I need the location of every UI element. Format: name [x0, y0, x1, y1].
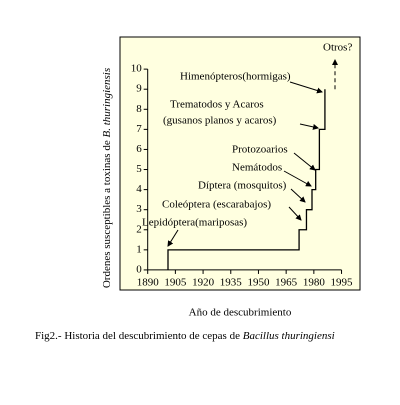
annotation-arrow — [283, 170, 312, 187]
step-line — [167, 89, 326, 270]
y-tick-label: 0 — [136, 263, 142, 275]
x-tick-label: 1890 — [137, 276, 160, 288]
annotation: Coleóptera (escarabajos) — [162, 199, 271, 211]
y-tick-label: 4 — [136, 183, 142, 195]
x-tick-label: 1995 — [331, 276, 354, 288]
x-axis-label: Año de descubrimiento — [189, 307, 292, 319]
y-tick-label: 6 — [136, 143, 142, 155]
annotation-arrow — [167, 229, 179, 247]
annotation-arrow — [290, 188, 306, 203]
annotation-arrow — [293, 152, 316, 171]
y-tick-label: 5 — [136, 163, 142, 175]
y-axis-label: Ordenes susceptibles a toxinas de B. thu… — [101, 68, 113, 288]
y-tick-label: 10 — [131, 63, 143, 75]
y-label-part: Ordenes susceptibles a toxinas de — [101, 138, 113, 289]
x-tick-label: 1950 — [247, 276, 270, 288]
annotation: (gusanos planos y acaros) — [163, 115, 277, 127]
annotation-arrow — [289, 81, 323, 94]
x-tick-label: 1935 — [220, 276, 243, 288]
caption: Fig2.- Historia del descubrimiento de ce… — [35, 330, 335, 342]
y-tick-label: 8 — [136, 103, 142, 115]
annotation: Trematodos y Acaros — [170, 99, 264, 111]
annotation-arrow — [288, 206, 302, 221]
caption-part: Bacillus thuringiensi — [243, 330, 335, 342]
x-tick-label: 1965 — [275, 276, 298, 288]
x-tick-label: 1905 — [164, 276, 187, 288]
annotation: Nemátodos — [232, 162, 282, 174]
y-tick-label: 9 — [136, 83, 142, 95]
y-tick-label: 1 — [136, 243, 142, 255]
annotation: Díptera (mosquitos) — [198, 180, 287, 192]
y-tick-label: 3 — [136, 203, 142, 215]
annotation: Otros? — [323, 42, 352, 54]
x-tick-label: 1980 — [303, 276, 326, 288]
annotation: Protozoarios — [232, 144, 288, 156]
y-tick-label: 2 — [136, 223, 142, 235]
y-label-part: B. thuringiensis — [101, 68, 113, 138]
annotation: Himenópteros(hormigas) — [180, 71, 291, 83]
x-tick-label: 1920 — [192, 276, 215, 288]
annotation: Lepidóptera(mariposas) — [142, 217, 247, 229]
annotation-arrow — [299, 123, 319, 130]
caption-part: Fig2.- Historia del descubrimiento de ce… — [35, 330, 243, 342]
y-tick-label: 7 — [136, 123, 142, 135]
